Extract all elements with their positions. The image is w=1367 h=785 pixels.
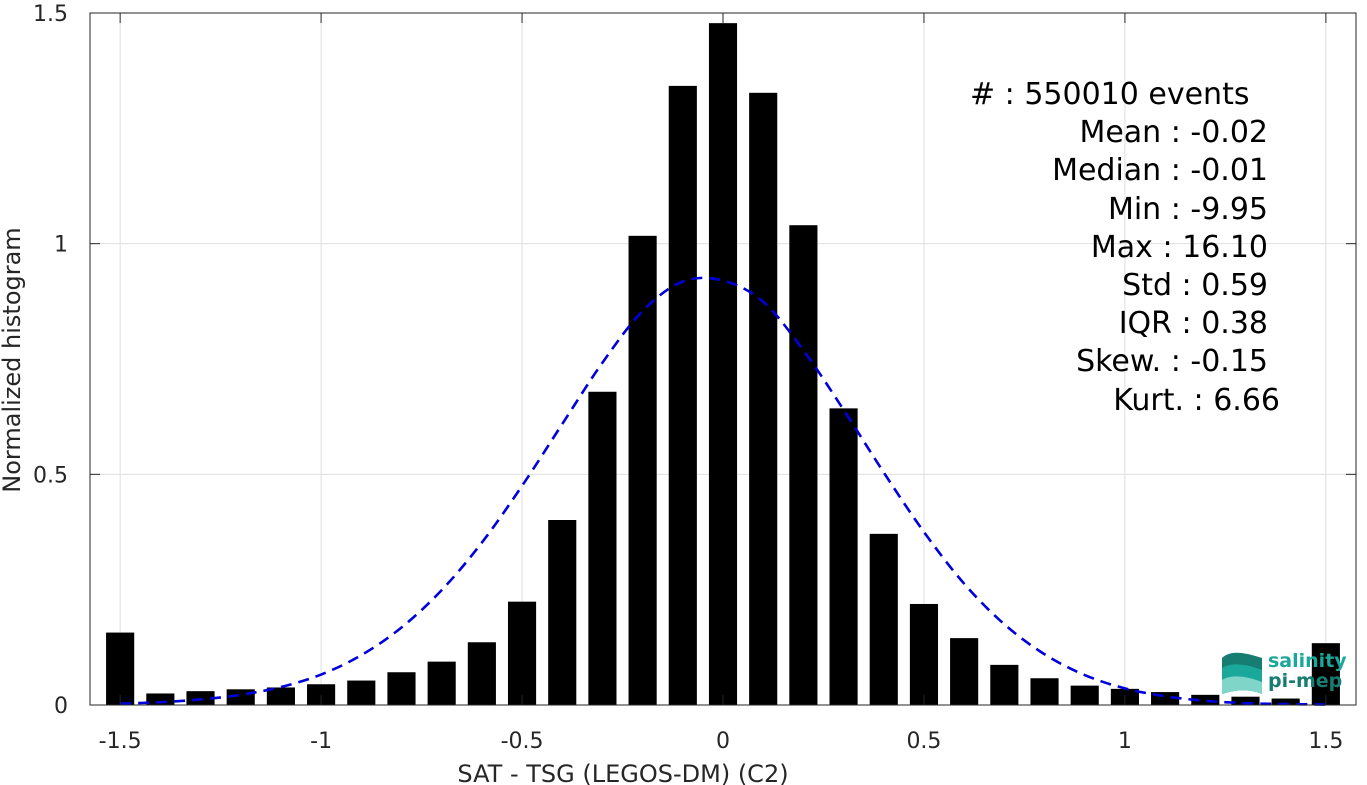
histogram-bar (106, 632, 135, 705)
y-tick-label: 0.5 (33, 463, 68, 488)
y-axis-label: Normalized histogram (0, 227, 26, 492)
stat-label: Mean : (1079, 115, 1191, 151)
histogram-bar (387, 672, 416, 705)
histogram-bar (1191, 694, 1220, 705)
y-tick-label: 1.5 (33, 2, 68, 27)
stat-value: 6.66 (1213, 382, 1280, 418)
histogram-bar (467, 642, 496, 705)
histogram-bar (749, 92, 778, 705)
stat-value: 0.38 (1201, 306, 1268, 342)
histogram-bar (869, 533, 898, 705)
histogram-bar (266, 687, 295, 705)
stat-line: Max : 16.10 (940, 229, 1280, 267)
stat-line: Skew. : -0.15 (940, 343, 1280, 381)
y-tick-label: 1 (54, 233, 68, 258)
histogram-bar (427, 661, 456, 705)
y-tick-labels: 0 0.5 1 1.5 (33, 2, 68, 719)
stat-label: Min : (1107, 191, 1191, 227)
stat-line: IQR : 0.38 (940, 305, 1280, 343)
stat-line: Min : -9.95 (940, 191, 1280, 229)
tick-marks (90, 12, 1356, 706)
histogram-bar (347, 680, 376, 705)
stat-value: -0.15 (1190, 344, 1268, 380)
stat-value: -9.95 (1190, 191, 1268, 227)
histogram-bar (1311, 643, 1340, 705)
salinity-pi-mep-logo: salinity pi-mep (1216, 644, 1351, 700)
stat-value: -0.02 (1190, 115, 1268, 151)
histogram-bar (628, 235, 657, 705)
y-tick-label: 0 (54, 694, 68, 719)
x-axis-label: SAT - TSG (LEGOS-DM) (C2) (457, 760, 788, 785)
histogram-bar (789, 225, 818, 706)
histogram-bars (106, 23, 1340, 706)
histogram-bar (950, 638, 979, 705)
stat-label: Max : (1090, 229, 1183, 265)
x-tick-label: 0 (716, 729, 730, 754)
stat-line: Std : 0.59 (940, 267, 1280, 305)
stat-line: # : 550010 events (940, 76, 1280, 114)
stat-value: 550010 events (1024, 77, 1250, 112)
histogram-bar (507, 601, 537, 705)
logo-text-line2: pi-mep (1268, 670, 1343, 692)
x-tick-label: 1 (1118, 729, 1132, 754)
stat-line: Mean : -0.02 (940, 114, 1280, 152)
x-tick-label: -1 (310, 729, 332, 754)
x-tick-label: -0.5 (501, 729, 544, 754)
histogram-bar (708, 23, 738, 705)
histogram-bar (668, 85, 697, 705)
stat-label: Median : (1052, 153, 1191, 189)
stat-label: IQR : (1118, 306, 1202, 342)
histogram-bar (1030, 678, 1059, 705)
stat-value: 0.59 (1201, 268, 1268, 304)
histogram-bar (548, 520, 577, 705)
histogram-bar (146, 693, 175, 705)
histogram-bar (1271, 698, 1300, 705)
histogram-bar (990, 664, 1019, 705)
histogram-bar (1070, 685, 1099, 705)
statistics-box: # : 550010 events Mean : -0.02 Median : -0… (940, 76, 1280, 420)
normal-fit-curve (120, 276, 1326, 706)
stat-label: # : (970, 77, 1025, 112)
stat-line: Median : -0.01 (940, 152, 1280, 190)
x-tick-labels: -1.5 -1 -0.5 0 0.5 1 1.5 (99, 729, 1344, 754)
x-tick-label: 0.5 (906, 729, 941, 754)
stat-label: Skew. : (1076, 344, 1191, 380)
histogram-bar (307, 684, 336, 705)
histogram-bar (829, 408, 858, 705)
x-tick-label: -1.5 (99, 729, 142, 754)
histogram-bar (588, 391, 617, 705)
logo-text-line1: salinity (1268, 650, 1347, 672)
histogram-bar (1231, 696, 1260, 705)
histogram-bar (909, 603, 939, 705)
stat-value: -0.01 (1190, 153, 1268, 189)
logo-wave-icon (1222, 652, 1262, 694)
stat-label: Std : (1122, 268, 1202, 304)
stat-label: Kurt. : (1113, 382, 1214, 418)
histogram-bar (186, 691, 215, 705)
stat-line: Kurt. : 6.66 (940, 382, 1280, 420)
stat-value: 16.10 (1182, 229, 1268, 265)
x-tick-label: 1.5 (1308, 729, 1343, 754)
